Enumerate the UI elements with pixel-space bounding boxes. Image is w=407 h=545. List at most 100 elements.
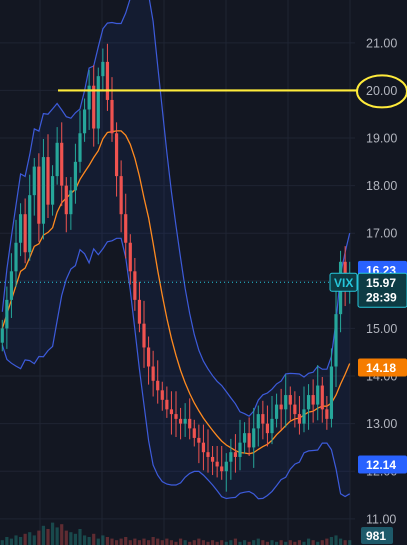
candle-body[interactable] xyxy=(256,414,260,429)
candle-body[interactable] xyxy=(288,395,292,405)
candle-body[interactable] xyxy=(284,395,288,410)
candle-body[interactable] xyxy=(55,142,59,177)
candle-body[interactable] xyxy=(293,404,297,415)
current-price-tag-bg xyxy=(357,272,407,308)
candle-body[interactable] xyxy=(247,433,251,448)
candle-body[interactable] xyxy=(169,409,174,415)
candle-body[interactable] xyxy=(151,366,155,381)
candle-body[interactable] xyxy=(50,176,55,205)
candle-body[interactable] xyxy=(210,456,215,462)
candle-body[interactable] xyxy=(41,157,46,224)
candle-body[interactable] xyxy=(215,461,219,467)
candle-body[interactable] xyxy=(156,380,160,391)
candle-body[interactable] xyxy=(78,133,82,162)
candle-body[interactable] xyxy=(9,271,14,300)
candle-body[interactable] xyxy=(105,61,110,100)
candle-body[interactable] xyxy=(124,214,128,243)
candle-body[interactable] xyxy=(316,385,320,405)
y-tick-label: 20.00 xyxy=(366,84,397,98)
candle-body[interactable] xyxy=(302,409,306,424)
candle-body[interactable] xyxy=(188,418,192,429)
candle-body[interactable] xyxy=(192,428,196,438)
candle-body[interactable] xyxy=(128,242,132,272)
candle-body[interactable] xyxy=(87,85,91,110)
candle-body[interactable] xyxy=(279,404,283,410)
candle-body[interactable] xyxy=(37,166,41,224)
current-price-text: 15.97 xyxy=(366,276,396,290)
candle-body[interactable] xyxy=(320,385,324,410)
candle-body[interactable] xyxy=(329,366,334,419)
candle-body[interactable] xyxy=(60,142,64,186)
candle-body[interactable] xyxy=(119,176,123,215)
candle-body[interactable] xyxy=(32,166,36,196)
volume-bar xyxy=(124,537,128,545)
candle-body[interactable] xyxy=(224,461,228,472)
candle-body[interactable] xyxy=(23,214,27,253)
candle-body[interactable] xyxy=(174,414,178,419)
volume-bar xyxy=(37,530,41,545)
candle-body[interactable] xyxy=(142,323,146,348)
candle-body[interactable] xyxy=(101,61,105,77)
candle-body[interactable] xyxy=(114,133,119,177)
candle-body[interactable] xyxy=(137,299,142,324)
candle-body[interactable] xyxy=(110,99,114,134)
volume-bar xyxy=(69,532,73,545)
candle-body[interactable] xyxy=(96,76,100,129)
volume-bar xyxy=(174,541,178,545)
moving-average-tag: 14.18 xyxy=(358,358,407,377)
candle-body[interactable] xyxy=(220,466,224,472)
volume-bar xyxy=(133,538,137,545)
volume-bar xyxy=(110,538,114,545)
candle-body[interactable] xyxy=(274,404,279,419)
candle-body[interactable] xyxy=(133,271,137,300)
volume-bar xyxy=(87,537,91,545)
candle-body[interactable] xyxy=(201,442,206,453)
volume-bar xyxy=(183,540,187,545)
candle-body[interactable] xyxy=(238,442,242,457)
candle-body[interactable] xyxy=(5,299,9,329)
candle-body[interactable] xyxy=(270,418,274,434)
y-tick-label: 15.00 xyxy=(366,322,397,336)
candle-body[interactable] xyxy=(306,395,311,410)
candle-body[interactable] xyxy=(334,314,338,367)
candle-body[interactable] xyxy=(160,390,164,400)
candle-body[interactable] xyxy=(242,433,247,443)
volume-bar xyxy=(293,541,297,545)
candle-body[interactable] xyxy=(165,399,169,410)
candle-body[interactable] xyxy=(233,452,238,457)
candle-body[interactable] xyxy=(69,190,73,215)
candle-body[interactable] xyxy=(229,452,233,462)
candle-body[interactable] xyxy=(325,409,329,419)
candle-body[interactable] xyxy=(252,428,256,448)
candle-body[interactable] xyxy=(178,418,183,424)
volume-bar xyxy=(334,535,338,545)
candle-body[interactable] xyxy=(82,109,87,134)
candle-body[interactable] xyxy=(265,423,270,434)
volume-bar xyxy=(96,538,100,545)
candle-body[interactable] xyxy=(206,452,210,457)
candle-body[interactable] xyxy=(261,414,265,424)
candle-body[interactable] xyxy=(14,242,18,272)
symbol-tag: VIX xyxy=(329,272,358,292)
volume-bar xyxy=(265,541,270,545)
candle-body[interactable] xyxy=(297,414,302,424)
candle-body[interactable] xyxy=(183,418,187,424)
volume-bar xyxy=(270,540,274,545)
candle-body[interactable] xyxy=(197,437,201,443)
volume-tag: 981 xyxy=(361,527,393,544)
volume-bar xyxy=(178,538,183,545)
candle-body[interactable] xyxy=(64,185,68,215)
candle-body[interactable] xyxy=(28,195,32,253)
volume-bar xyxy=(288,540,292,545)
candle-body[interactable] xyxy=(0,328,4,343)
candle-body[interactable] xyxy=(311,395,315,405)
candle-body[interactable] xyxy=(18,214,23,243)
volume-bar xyxy=(18,537,23,545)
candle-body[interactable] xyxy=(73,161,78,191)
candle-body[interactable] xyxy=(46,157,50,205)
candle-body[interactable] xyxy=(146,347,151,367)
candle-body[interactable] xyxy=(92,85,96,129)
symbol-tag-bg xyxy=(329,272,358,292)
